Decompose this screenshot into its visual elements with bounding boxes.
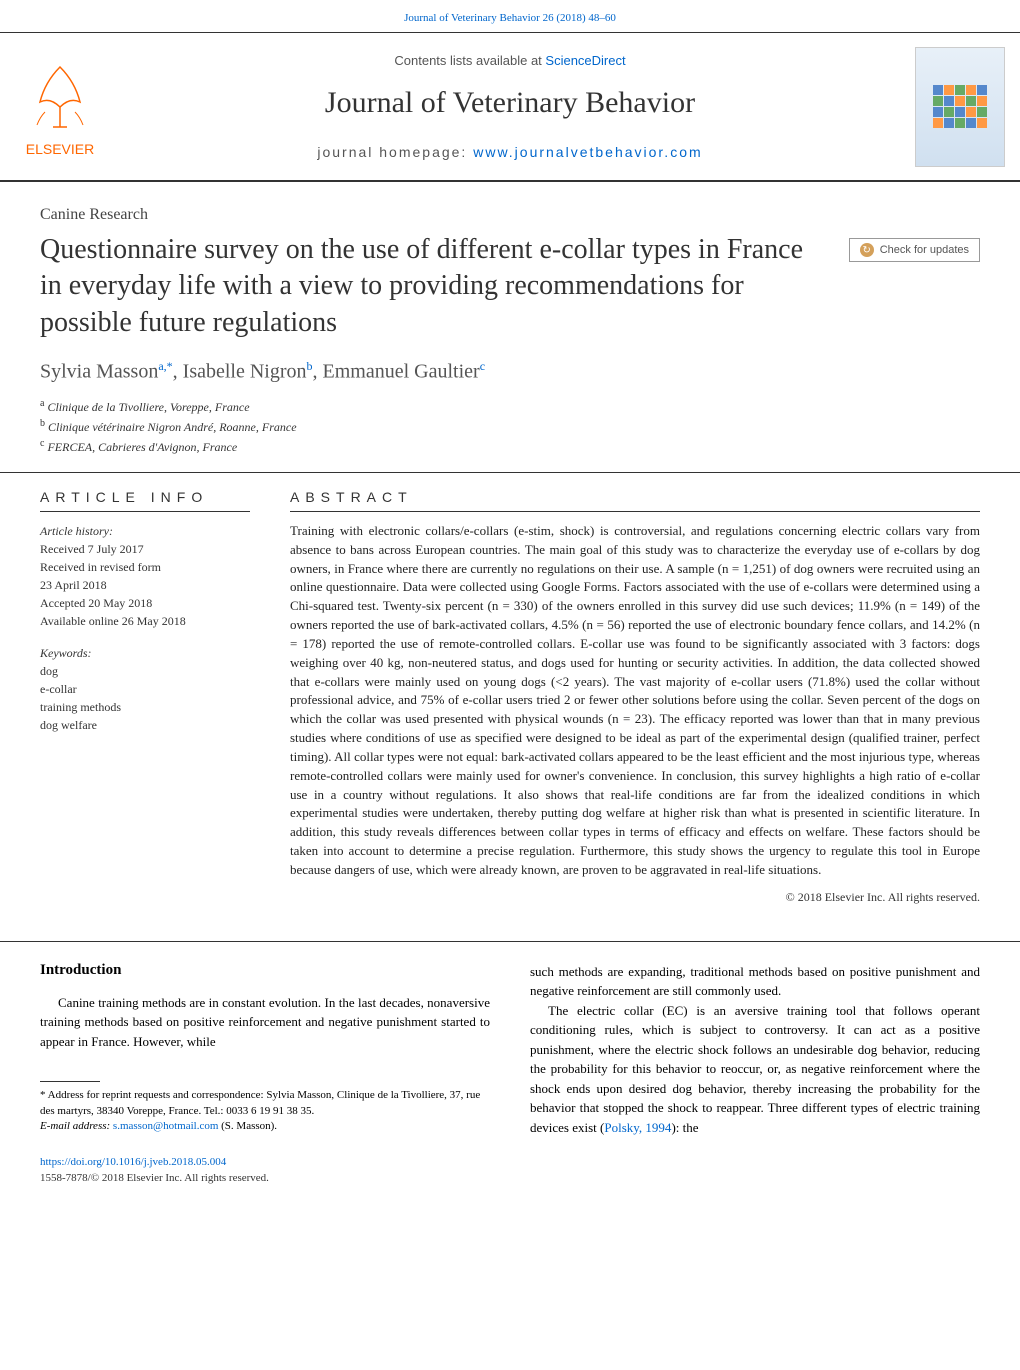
top-citation-link[interactable]: Journal of Veterinary Behavior 26 (2018)… <box>404 12 616 24</box>
homepage-link[interactable]: www.journalvetbehavior.com <box>473 144 702 160</box>
updates-badge-label: Check for updates <box>880 244 969 256</box>
left-column: Introduction Canine training methods are… <box>40 962 490 1138</box>
abstract-heading: ABSTRACT <box>290 489 980 512</box>
doi-link[interactable]: https://doi.org/10.1016/j.jveb.2018.05.0… <box>40 1156 226 1168</box>
affiliation-c: c FERCEA, Cabrieres d'Avignon, France <box>40 436 980 456</box>
homepage-prefix: journal homepage: <box>317 144 473 160</box>
article-info-column: ARTICLE INFO Article history: Received 7… <box>40 473 270 921</box>
keyword: e-collar <box>40 680 250 698</box>
abstract-text: Training with electronic collars/e-colla… <box>290 522 980 880</box>
history-line: Received 7 July 2017 <box>40 540 250 558</box>
author-1-sup: a,* <box>158 359 172 373</box>
history-line: Accepted 20 May 2018 <box>40 594 250 612</box>
email-link[interactable]: s.masson@hotmail.com <box>113 1120 218 1132</box>
elsevier-tree-icon <box>25 57 95 137</box>
contents-line: Contents lists available at ScienceDirec… <box>120 53 900 68</box>
page-footer: https://doi.org/10.1016/j.jveb.2018.05.0… <box>0 1137 1020 1206</box>
keyword: dog <box>40 662 250 680</box>
top-citation-line: Journal of Veterinary Behavior 26 (2018)… <box>0 0 1020 32</box>
elsevier-name: ELSEVIER <box>26 141 94 157</box>
journal-cover-thumbnail <box>915 47 1005 167</box>
abstract-copyright: © 2018 Elsevier Inc. All rights reserved… <box>290 890 980 905</box>
right-column: such methods are expanding, traditional … <box>530 962 980 1138</box>
intro-paragraph-right-1: such methods are expanding, traditional … <box>530 962 980 1001</box>
section-label: Canine Research <box>0 182 1020 232</box>
abstract-column: ABSTRACT Training with electronic collar… <box>270 473 980 921</box>
email-label: E-mail address: <box>40 1120 113 1132</box>
keywords-block: Keywords: dog e-collar training methods … <box>40 644 250 734</box>
email-line: E-mail address: s.masson@hotmail.com (S.… <box>40 1119 490 1134</box>
issn-copyright: 1558-7878/© 2018 Elsevier Inc. All right… <box>40 1171 980 1186</box>
article-info-heading: ARTICLE INFO <box>40 489 250 512</box>
footnote-divider <box>40 1081 100 1082</box>
affiliation-a: a Clinique de la Tivolliere, Voreppe, Fr… <box>40 396 980 416</box>
header-center: Contents lists available at ScienceDirec… <box>120 33 900 180</box>
journal-title: Journal of Veterinary Behavior <box>120 86 900 120</box>
sciencedirect-link[interactable]: ScienceDirect <box>545 53 625 68</box>
keywords-label: Keywords: <box>40 644 250 662</box>
article-title: Questionnaire survey on the use of diffe… <box>40 232 829 341</box>
author-1: Sylvia Masson <box>40 361 158 383</box>
authors-line: Sylvia Massona,*, Isabelle Nigronb, Emma… <box>0 341 1020 396</box>
two-column-layout: Introduction Canine training methods are… <box>40 962 980 1138</box>
check-updates-badge[interactable]: ↻ Check for updates <box>849 238 980 262</box>
history-line: 23 April 2018 <box>40 576 250 594</box>
affiliation-b: b Clinique vétérinaire Nigron André, Roa… <box>40 416 980 436</box>
correspondence-footnote: * Address for reprint requests and corre… <box>40 1075 490 1134</box>
author-sep-1: , Isabelle Nigron <box>173 361 307 383</box>
updates-icon: ↻ <box>860 243 874 257</box>
history-line: Available online 26 May 2018 <box>40 612 250 630</box>
introduction-heading: Introduction <box>40 962 490 979</box>
intro-paragraph-right-2: The electric collar (EC) is an aversive … <box>530 1001 980 1138</box>
info-abstract-row: ARTICLE INFO Article history: Received 7… <box>0 472 1020 921</box>
keyword: training methods <box>40 698 250 716</box>
history-line: Received in revised form <box>40 558 250 576</box>
contents-prefix: Contents lists available at <box>394 53 545 68</box>
affiliations: a Clinique de la Tivolliere, Voreppe, Fr… <box>0 396 1020 472</box>
homepage-line: journal homepage: www.journalvetbehavior… <box>120 144 900 160</box>
citation-polsky-1994[interactable]: Polsky, 1994 <box>604 1120 671 1135</box>
article-title-row: Questionnaire survey on the use of diffe… <box>0 232 1020 341</box>
article-history: Article history: Received 7 July 2017 Re… <box>40 522 250 630</box>
intro-paragraph-left: Canine training methods are in constant … <box>40 993 490 1052</box>
keyword: dog welfare <box>40 716 250 734</box>
journal-header: ELSEVIER Contents lists available at Sci… <box>0 32 1020 182</box>
author-sep-2: , Emmanuel Gaultier <box>313 361 480 383</box>
author-3-sup: c <box>480 359 485 373</box>
email-suffix: (S. Masson). <box>218 1120 277 1132</box>
introduction-section: Introduction Canine training methods are… <box>0 941 1020 1138</box>
elsevier-logo: ELSEVIER <box>0 37 120 177</box>
history-label: Article history: <box>40 522 250 540</box>
correspondence-text: * Address for reprint requests and corre… <box>40 1088 490 1119</box>
